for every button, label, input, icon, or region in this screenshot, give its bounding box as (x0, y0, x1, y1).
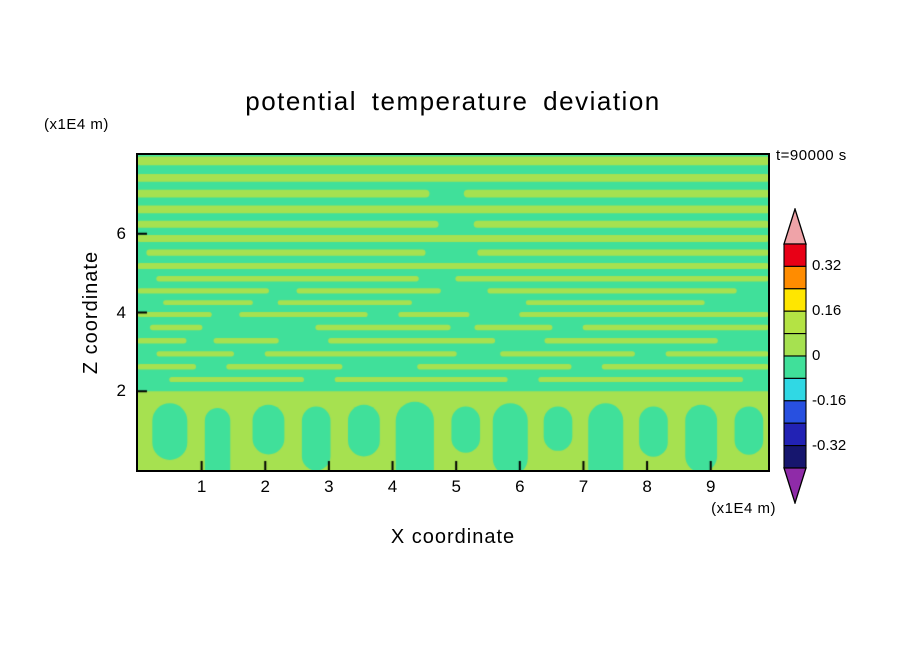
colorbar-tick-label: -0.16 (812, 391, 847, 409)
colorbar-over-arrow (783, 206, 807, 245)
colorbar-segment (783, 445, 807, 469)
x-tick-label: 6 (515, 477, 525, 496)
colorbar (782, 206, 808, 506)
colorbar-segment (783, 400, 807, 424)
time-label: t=90000 s (776, 147, 847, 164)
colorbar-segment (783, 265, 807, 290)
z-tick-label: 6 (116, 223, 126, 243)
x-tick-label: 3 (324, 477, 334, 496)
x-tick-label: 8 (642, 477, 652, 496)
colorbar-svg (783, 206, 807, 506)
colorbar-segment (783, 333, 807, 357)
x-tick-label: 1 (196, 477, 207, 496)
colorbar-segment (783, 243, 807, 267)
plot-frame (136, 153, 770, 472)
contour-plot-canvas (138, 155, 768, 470)
colorbar-segment (783, 377, 807, 402)
z-tick-label: 2 (116, 381, 126, 401)
z-tick-label: 4 (116, 302, 126, 322)
colorbar-under-arrow (783, 467, 807, 506)
z-axis-unit-label: (x1E4 m) (44, 116, 109, 133)
colorbar-segment (783, 288, 807, 312)
x-axis-unit-label: (x1E4 m) (711, 500, 776, 517)
x-axis-title: X coordinate (390, 526, 516, 548)
colorbar-segment (783, 422, 807, 447)
colorbar-tick-label: -0.32 (812, 436, 847, 454)
x-tick-label: 9 (705, 477, 716, 496)
x-tick-label: 5 (451, 477, 461, 496)
colorbar-tick-label: 0 (812, 347, 821, 364)
x-tick-label: 7 (578, 477, 589, 496)
x-tick-label: 4 (387, 477, 398, 496)
x-tick-label: 2 (260, 477, 270, 496)
page-title: potential temperature deviation (245, 86, 661, 116)
colorbar-segment (783, 310, 807, 335)
colorbar-tick-label: 0.16 (812, 302, 842, 320)
colorbar-tick-label: 0.32 (812, 257, 842, 275)
colorbar-segment (783, 355, 807, 379)
